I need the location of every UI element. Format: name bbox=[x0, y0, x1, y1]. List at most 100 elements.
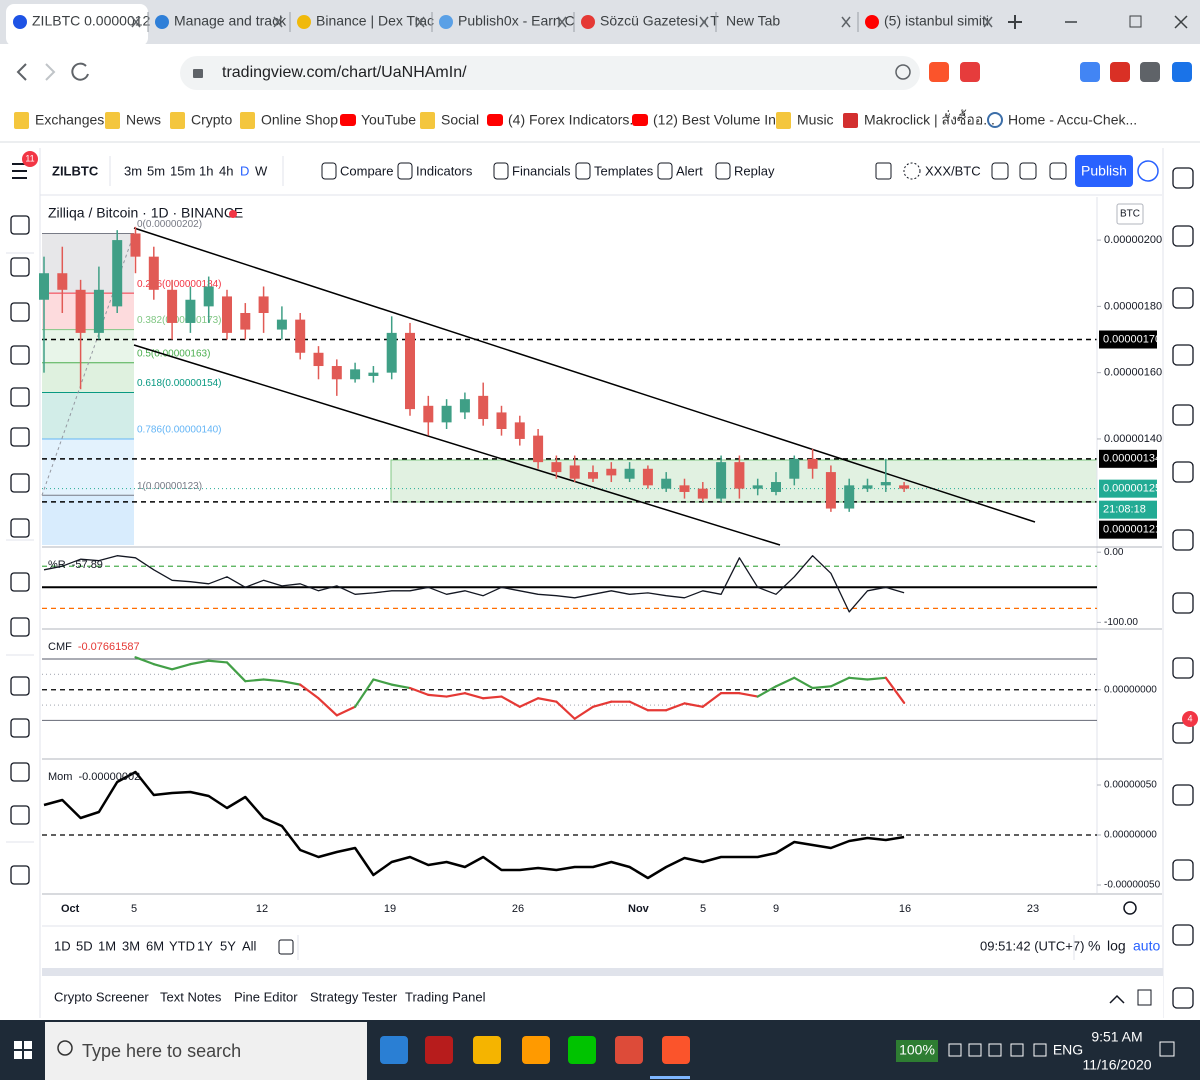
bookmark[interactable]: Crypto bbox=[191, 112, 232, 128]
toolbar-button[interactable]: Financials bbox=[512, 163, 571, 178]
candle-body bbox=[258, 296, 269, 313]
indicator-segment bbox=[189, 659, 210, 666]
candle-body bbox=[734, 462, 745, 489]
candle-body bbox=[423, 405, 434, 423]
pair[interactable]: XXX/BTC bbox=[925, 163, 981, 178]
interval[interactable]: 3m bbox=[124, 163, 142, 178]
drawing-tool bbox=[10, 387, 30, 407]
drawing-tool bbox=[10, 215, 30, 235]
indicator-value: -57.89 bbox=[72, 559, 103, 571]
price-tag-label: 0.00000125 bbox=[1103, 483, 1161, 495]
candle-body bbox=[386, 332, 397, 373]
y-tick-label: 0.00000000 bbox=[1104, 830, 1157, 841]
search-icon bbox=[57, 1040, 73, 1056]
panel-tab[interactable]: Trading Panel bbox=[405, 989, 486, 1004]
bookmark[interactable]: Social bbox=[441, 112, 479, 128]
candle-body bbox=[514, 422, 525, 439]
candle-body bbox=[459, 399, 470, 413]
back[interactable] bbox=[16, 63, 27, 81]
bookmark[interactable]: (4) Forex Indicators... bbox=[508, 112, 641, 128]
interval[interactable]: 5m bbox=[147, 163, 165, 178]
percent-toggle[interactable]: % bbox=[1088, 938, 1100, 954]
language[interactable]: ENG bbox=[1053, 1042, 1083, 1058]
toolbar-button[interactable]: Replay bbox=[734, 163, 775, 178]
taskbar-app bbox=[615, 1036, 643, 1064]
x-tick-label: Nov bbox=[628, 903, 650, 915]
tab-title[interactable]: ZILBTC 0.0000012 bbox=[32, 13, 151, 29]
search-placeholder[interactable]: Type here to search bbox=[82, 1041, 241, 1061]
candle-body bbox=[844, 485, 855, 509]
indicator-segment bbox=[390, 683, 412, 690]
notifications bbox=[1159, 1041, 1175, 1057]
bookmark[interactable]: YouTube bbox=[361, 112, 416, 128]
range[interactable]: 5D bbox=[76, 938, 93, 953]
tab-title[interactable]: Manage and track bbox=[174, 13, 287, 29]
range[interactable]: 5Y bbox=[220, 938, 236, 953]
log-toggle[interactable]: log bbox=[1107, 938, 1126, 954]
candle-body bbox=[441, 405, 452, 423]
bookmark[interactable]: Online Shop bbox=[261, 112, 338, 128]
panel-bar bbox=[42, 976, 1163, 1018]
reload[interactable] bbox=[71, 62, 89, 81]
bookmark[interactable]: Music bbox=[797, 112, 834, 128]
fib-label: 0.5(0.00000163) bbox=[137, 348, 210, 359]
bookmark[interactable]: Exchanges bbox=[35, 112, 104, 128]
button-icon bbox=[493, 162, 509, 180]
tab-title[interactable]: Sözcü Gazetesi - T bbox=[600, 13, 719, 29]
tab-title[interactable]: Publish0x - Earn C bbox=[458, 13, 575, 29]
toolbar-button[interactable]: Templates bbox=[594, 163, 654, 178]
interval[interactable]: D bbox=[240, 163, 249, 178]
y-tick-label: 0.00 bbox=[1104, 547, 1124, 558]
interval[interactable]: 15m bbox=[170, 163, 195, 178]
toolbar-button[interactable]: Compare bbox=[340, 163, 393, 178]
clock[interactable]: 09:51:42 (UTC+7) bbox=[980, 938, 1084, 953]
extension bbox=[1172, 62, 1192, 82]
extension bbox=[960, 62, 980, 82]
toolbar-button[interactable]: Indicators bbox=[416, 163, 473, 178]
drawing-tool bbox=[10, 718, 30, 738]
tray-icon bbox=[948, 1043, 962, 1057]
forward[interactable] bbox=[45, 63, 56, 81]
status-dot bbox=[229, 210, 237, 218]
taskbar-app bbox=[568, 1036, 596, 1064]
tab-icon bbox=[155, 15, 169, 29]
range[interactable]: 6M bbox=[146, 938, 164, 953]
y-tick-label: 0.00000160 bbox=[1104, 367, 1162, 379]
tab-title[interactable]: New Tab bbox=[726, 13, 780, 29]
range[interactable]: 1Y bbox=[197, 938, 213, 953]
candle-body bbox=[276, 319, 287, 330]
tool-icon bbox=[991, 162, 1009, 180]
settings[interactable] bbox=[1123, 901, 1137, 915]
bookmark[interactable]: (12) Best Volume In... bbox=[653, 112, 788, 128]
range[interactable]: 1M bbox=[98, 938, 116, 953]
tab-title[interactable]: (5) istanbul simiti bbox=[884, 13, 989, 29]
interval[interactable]: 4h bbox=[219, 163, 233, 178]
interval[interactable]: 1h bbox=[199, 163, 213, 178]
auto-toggle[interactable]: auto bbox=[1133, 938, 1160, 954]
publish[interactable]: Publish bbox=[1081, 163, 1127, 179]
sidebar-icon bbox=[1172, 657, 1194, 679]
panel-tab[interactable]: Pine Editor bbox=[234, 989, 298, 1004]
maximize-panel bbox=[1137, 989, 1152, 1006]
panel-tab[interactable]: Strategy Tester bbox=[310, 989, 398, 1004]
fib-label: 0(0.00000202) bbox=[137, 219, 202, 230]
indicator-segment bbox=[225, 661, 247, 683]
range[interactable]: 3M bbox=[122, 938, 140, 953]
toolbar-button[interactable]: Alert bbox=[676, 163, 703, 178]
interval[interactable]: W bbox=[255, 163, 268, 178]
taskbar-app bbox=[473, 1036, 501, 1064]
collapse[interactable] bbox=[1109, 994, 1125, 1004]
address[interactable]: tradingview.com/chart/UaNHAmIn/ bbox=[222, 64, 467, 81]
sidebar-icon bbox=[1172, 784, 1194, 806]
bookmark[interactable]: Makroclick | สั่งซื้ออ... bbox=[864, 110, 995, 128]
bookmark[interactable]: News bbox=[126, 112, 161, 128]
range[interactable]: YTD bbox=[169, 938, 195, 953]
panel-tab[interactable]: Crypto Screener bbox=[54, 989, 149, 1004]
range[interactable]: 1D bbox=[54, 938, 71, 953]
symbol[interactable]: ZILBTC bbox=[52, 163, 99, 178]
panel-tab[interactable]: Text Notes bbox=[160, 989, 222, 1004]
tab-title[interactable]: Binance | Dex Trac bbox=[316, 13, 434, 29]
bookmark[interactable]: Home - Accu-Chek... bbox=[1008, 112, 1137, 128]
play[interactable] bbox=[1137, 160, 1159, 182]
range[interactable]: All bbox=[242, 938, 257, 953]
